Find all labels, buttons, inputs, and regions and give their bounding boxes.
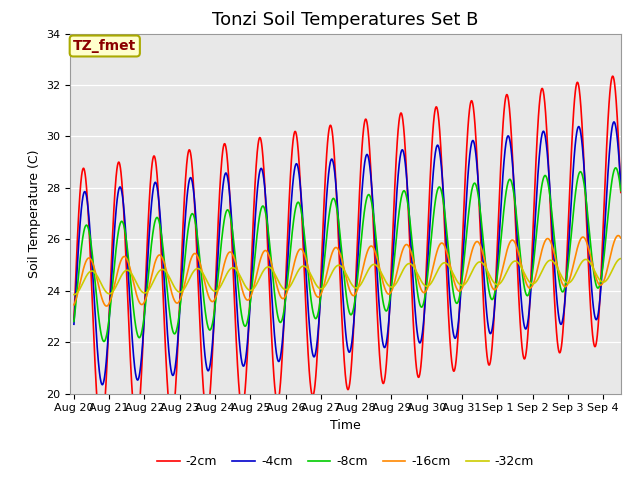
-4cm [617,182,625,188]
-2cm [70,317,78,323]
-8cm [612,165,620,171]
Line: -32cm: -32cm [74,259,621,295]
-2cm [601,182,609,188]
X-axis label: Time: Time [330,419,361,432]
-16cm [617,235,625,241]
-16cm [102,303,110,309]
-16cm [336,251,344,257]
Text: TZ_fmet: TZ_fmet [73,39,136,53]
-32cm [70,292,78,298]
-2cm [336,276,344,281]
Line: -2cm: -2cm [74,76,621,432]
-2cm [602,176,609,181]
-16cm [98,295,106,301]
-16cm [501,256,509,262]
-4cm [602,216,609,222]
-4cm [98,382,106,387]
-16cm [602,274,609,280]
-32cm [617,256,625,262]
-4cm [610,119,618,125]
-32cm [500,274,508,279]
-2cm [617,190,625,195]
Title: Tonzi Soil Temperatures Set B: Tonzi Soil Temperatures Set B [212,11,479,29]
-16cm [322,276,330,282]
-32cm [601,279,609,285]
-4cm [601,221,609,227]
Line: -8cm: -8cm [74,168,621,341]
-4cm [336,246,344,252]
-32cm [98,282,106,288]
-4cm [322,209,330,215]
-8cm [501,199,509,204]
-32cm [321,283,329,288]
-32cm [336,263,344,268]
-8cm [322,244,330,250]
Line: -16cm: -16cm [74,236,621,306]
-8cm [70,319,78,324]
-2cm [501,100,509,106]
-2cm [322,169,330,175]
-8cm [336,232,344,238]
-4cm [501,150,509,156]
Line: -4cm: -4cm [74,122,621,384]
-8cm [601,245,609,251]
-8cm [98,335,106,340]
Legend: -2cm, -4cm, -8cm, -16cm, -32cm: -2cm, -4cm, -8cm, -16cm, -32cm [152,450,539,473]
-32cm [601,279,609,285]
-2cm [99,427,106,433]
-8cm [100,338,108,344]
-16cm [601,275,609,281]
-2cm [97,430,105,435]
Y-axis label: Soil Temperature (C): Soil Temperature (C) [28,149,41,278]
-2cm [609,73,616,79]
-4cm [99,382,106,387]
-16cm [614,233,622,239]
-8cm [617,188,625,193]
-4cm [70,322,78,327]
-16cm [70,302,78,308]
-8cm [602,242,609,248]
